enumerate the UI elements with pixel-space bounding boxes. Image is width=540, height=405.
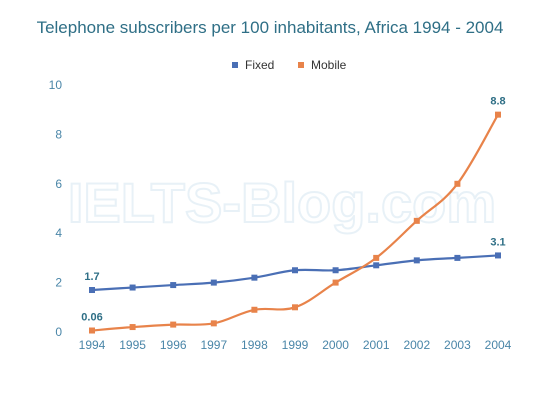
x-tick-label: 1995 (119, 338, 146, 352)
data-point-fixed (495, 252, 501, 259)
y-tick-label: 6 (55, 177, 62, 191)
data-point-fixed (454, 254, 461, 261)
data-label: 3.1 (490, 236, 505, 248)
x-tick-label: 1994 (79, 338, 106, 352)
data-point-mobile (413, 217, 420, 224)
data-point-fixed (332, 267, 339, 274)
data-point-fixed (170, 282, 177, 289)
legend-marker-mobile (298, 62, 304, 68)
chart-title: Telephone subscribers per 100 inhabitant… (36, 18, 504, 37)
legend-label-fixed: Fixed (245, 58, 274, 72)
watermark-text: IELTS-Blog.com (68, 171, 496, 234)
data-label: 0.06 (81, 312, 102, 324)
data-label: 1.7 (84, 271, 99, 283)
data-point-mobile (292, 304, 298, 311)
y-tick-label: 2 (55, 276, 62, 290)
data-point-fixed (210, 279, 217, 286)
data-point-mobile (454, 180, 461, 187)
data-point-fixed (373, 262, 380, 269)
x-tick-label: 2003 (444, 338, 471, 352)
data-point-fixed (413, 257, 420, 264)
data-point-fixed (292, 267, 298, 274)
data-point-mobile (170, 321, 177, 328)
data-point-mobile (373, 254, 380, 261)
x-tick-label: 2004 (485, 338, 512, 352)
data-label: 8.8 (490, 96, 505, 108)
x-tick-label: 2002 (403, 338, 430, 352)
legend-label-mobile: Mobile (311, 58, 347, 72)
data-point-mobile (251, 306, 258, 313)
data-point-mobile (210, 320, 217, 327)
data-point-fixed (129, 284, 136, 291)
y-tick-label: 4 (55, 226, 62, 240)
data-point-mobile (332, 279, 339, 286)
data-point-fixed (251, 274, 258, 281)
y-tick-label: 8 (55, 127, 62, 141)
x-tick-label: 1999 (282, 338, 309, 352)
data-point-mobile (495, 111, 501, 118)
x-tick-label: 2001 (363, 338, 390, 352)
data-point-mobile (89, 327, 95, 334)
y-tick-label: 0 (55, 325, 62, 339)
data-point-mobile (129, 324, 136, 331)
legend-marker-fixed (232, 62, 238, 68)
x-tick-label: 1996 (160, 338, 187, 352)
x-tick-label: 1997 (200, 338, 227, 352)
data-point-fixed (89, 287, 95, 294)
x-tick-label: 1998 (241, 338, 268, 352)
x-tick-label: 2000 (322, 338, 349, 352)
y-tick-label: 10 (49, 78, 63, 92)
